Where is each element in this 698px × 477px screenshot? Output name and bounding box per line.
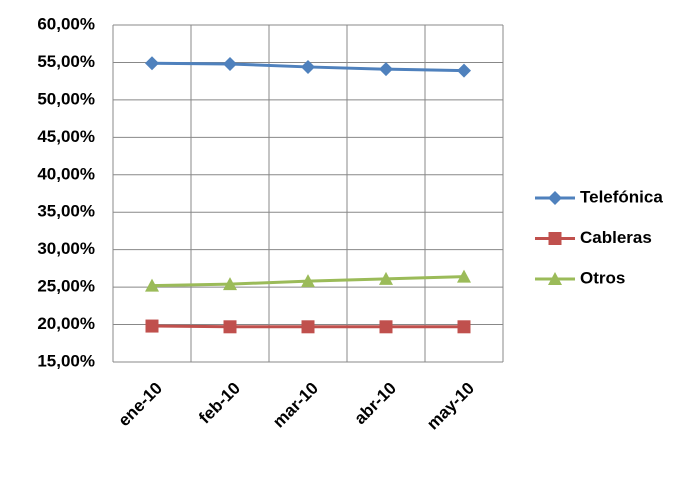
marker [301, 274, 315, 288]
y-tick-label: 35,00% [37, 202, 95, 221]
marker [145, 319, 159, 333]
marker [457, 320, 471, 334]
y-tick-label: 60,00% [37, 14, 95, 33]
marker [223, 320, 237, 334]
y-tick-label: 55,00% [37, 52, 95, 71]
y-tick-label: 45,00% [37, 127, 95, 146]
y-tick-label: 25,00% [37, 277, 95, 296]
legend-marker [548, 232, 562, 245]
marker [379, 320, 393, 334]
y-tick-label: 30,00% [37, 239, 95, 258]
y-tick-label: 50,00% [37, 89, 95, 108]
marker [457, 269, 471, 283]
x-tick-label: ene-10 [114, 379, 166, 431]
x-tick-label: abr-10 [350, 379, 400, 429]
marker [145, 278, 159, 292]
x-tick-label: mar-10 [269, 379, 322, 432]
marker [379, 62, 393, 77]
marker [301, 59, 315, 74]
marker [223, 56, 237, 71]
marker [457, 63, 471, 78]
marker [145, 56, 159, 71]
marker [301, 320, 315, 334]
legend-label: Cableras [580, 228, 652, 247]
legend-marker [548, 272, 562, 285]
x-tick-label: feb-10 [195, 379, 244, 428]
legend-marker [548, 191, 562, 205]
y-tick-label: 40,00% [37, 164, 95, 183]
y-tick-label: 15,00% [37, 351, 95, 370]
legend-label: Otros [580, 268, 625, 287]
y-tick-label: 20,00% [37, 314, 95, 333]
marker [223, 277, 237, 291]
marker [379, 271, 393, 285]
legend-label: Telefónica [580, 187, 663, 206]
x-tick-label: may-10 [423, 379, 478, 434]
